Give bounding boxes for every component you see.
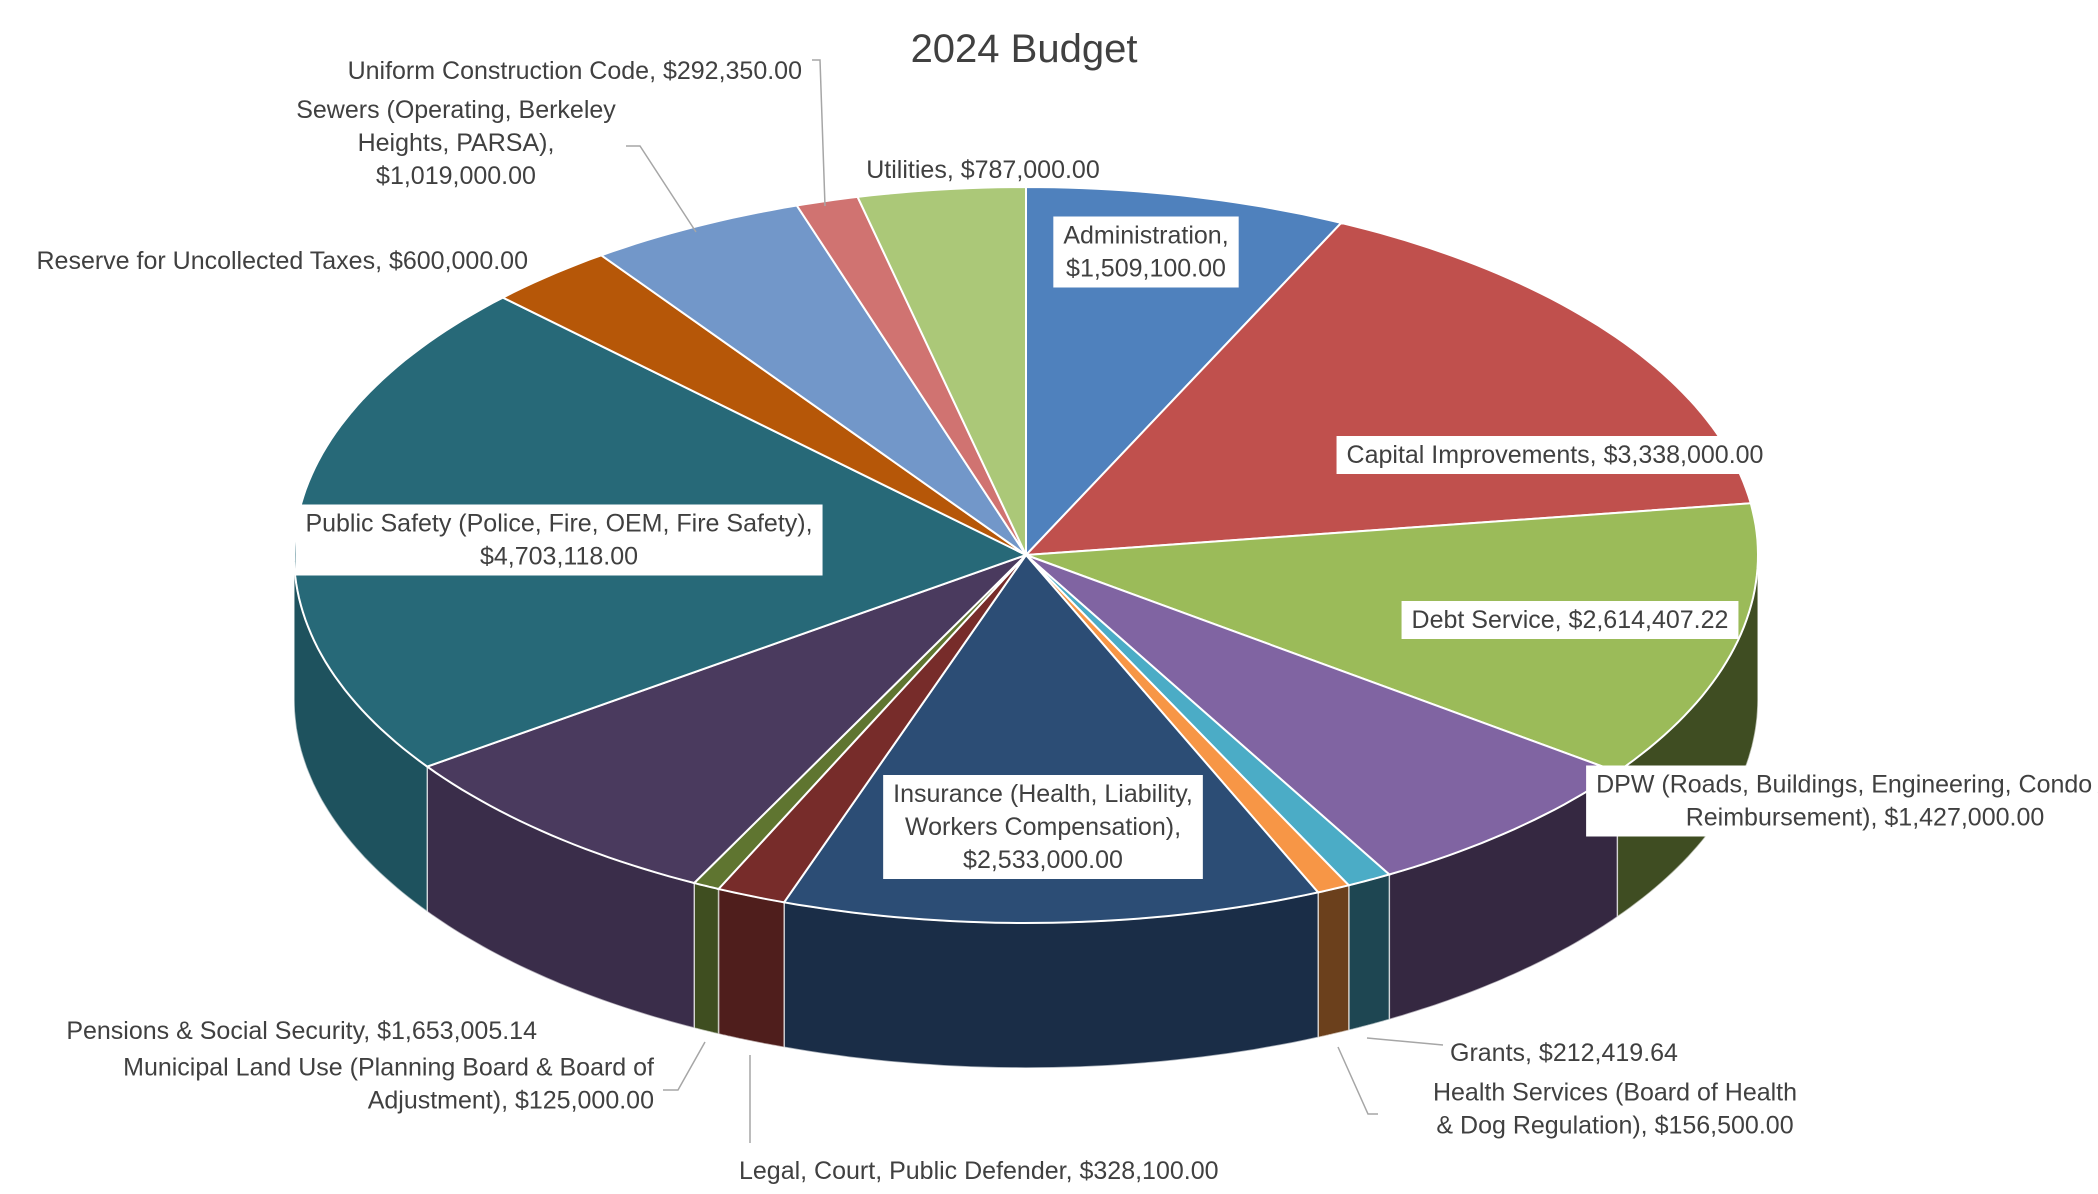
leader-line-grants	[1366, 1037, 1444, 1046]
data-label-box-public-safety	[295, 504, 823, 576]
data-label-public-safety: Public Safety (Police, Fire, OEM, Fire S…	[295, 504, 823, 576]
pie-side-grants	[1348, 873, 1391, 1032]
data-label-uniform-construction-code: Uniform Construction Code, $292,350.00	[348, 57, 802, 85]
data-label-box-capital-improvements	[1336, 436, 1774, 474]
data-label-utilities: Utilities, $787,000.00	[866, 156, 1099, 184]
data-label-municipal-land-use: Municipal Land Use (Planning Board & Boa…	[123, 1054, 654, 1115]
pie-side-municipal-land-use	[693, 881, 720, 1036]
data-label-text-legal: Legal, Court, Public Defender, $328,100.…	[739, 1157, 1219, 1185]
data-label-capital-improvements: Capital Improvements, $3,338,000.00	[1336, 436, 1774, 474]
data-label-box-dpw	[1586, 765, 2098, 837]
data-label-grants: Grants, $212,419.64	[1450, 1039, 1678, 1067]
pie-side-legal	[717, 888, 785, 1049]
pie-slice-reserve-for-uncollected-taxes	[500, 254, 1027, 556]
pie-slice-utilities	[856, 185, 1027, 556]
pie-top	[292, 185, 1760, 925]
chart-title: 2024 Budget	[911, 27, 1138, 71]
pie-slice-legal	[716, 554, 1027, 904]
data-label-text-grants: Grants, $212,419.64	[1450, 1039, 1678, 1067]
data-label-dpw: DPW (Roads, Buildings, Engineering, Cond…	[1586, 765, 2098, 837]
data-label-reserve-for-uncollected-taxes: Reserve for Uncollected Taxes, $600,000.…	[36, 247, 528, 275]
pie-slice-pensions	[425, 554, 1027, 885]
leader-lines	[626, 59, 1444, 1143]
pie-slice-grants	[1025, 554, 1392, 887]
data-label-box-administration	[1053, 216, 1239, 288]
data-label-text-health-services: Health Services (Board of Health & Dog Re…	[1433, 1079, 1797, 1140]
data-label-text-public-safety: Public Safety (Police, Fire, OEM, Fire S…	[305, 510, 812, 571]
pie-sides	[293, 554, 1759, 1069]
data-label-pensions: Pensions & Social Security, $1,653,005.1…	[66, 1017, 537, 1045]
data-label-text-pensions: Pensions & Social Security, $1,653,005.1…	[66, 1017, 537, 1045]
data-labels: Administration, $1,509,100.00 Capital Impr…	[36, 57, 2098, 1185]
pie-slice-municipal-land-use	[692, 554, 1027, 891]
data-label-text-insurance: Insurance (Health, Liability, Workers Com…	[893, 780, 1193, 874]
pie-slice-debt-service	[1025, 502, 1760, 774]
leader-line-health-services	[1337, 1046, 1378, 1115]
data-label-box-insurance	[883, 775, 1203, 879]
pie-slice-health-services	[1025, 554, 1351, 894]
data-label-text-debt-service: Debt Service, $2,614,407.22	[1412, 606, 1729, 634]
data-label-text-capital-improvements: Capital Improvements, $3,338,000.00	[1347, 441, 1764, 469]
pie-side-health-services	[1317, 884, 1350, 1039]
data-label-legal: Legal, Court, Public Defender, $328,100.…	[739, 1157, 1219, 1185]
pie-slice-uniform-construction-code	[795, 195, 1027, 556]
data-label-text-administration: Administration, $1,509,100.00	[1063, 222, 1228, 283]
data-label-insurance: Insurance (Health, Liability, Workers Com…	[883, 775, 1203, 879]
data-label-text-sewers: Sewers (Operating, Berkeley Heights, PARS…	[296, 96, 616, 190]
leader-line-municipal-land-use	[663, 1041, 706, 1091]
data-label-text-reserve-for-uncollected-taxes: Reserve for Uncollected Taxes, $600,000.…	[36, 247, 528, 275]
leader-line-uniform-construction-code	[812, 59, 826, 207]
data-label-debt-service: Debt Service, $2,614,407.22	[1401, 601, 1739, 639]
data-label-box-debt-service	[1401, 601, 1739, 639]
data-label-text-municipal-land-use: Municipal Land Use (Planning Board & Boa…	[123, 1054, 654, 1115]
leader-line-sewers	[626, 145, 697, 233]
pie-slice-sewers	[599, 204, 1027, 556]
data-label-text-utilities: Utilities, $787,000.00	[866, 156, 1099, 184]
data-label-text-uniform-construction-code: Uniform Construction Code, $292,350.00	[348, 57, 802, 85]
data-label-text-dpw: DPW (Roads, Buildings, Engineering, Cond…	[1596, 771, 2098, 832]
data-label-administration: Administration, $1,509,100.00	[1053, 216, 1239, 288]
data-label-health-services: Health Services (Board of Health & Dog Re…	[1433, 1079, 1797, 1140]
data-label-sewers: Sewers (Operating, Berkeley Heights, PARS…	[296, 96, 616, 190]
